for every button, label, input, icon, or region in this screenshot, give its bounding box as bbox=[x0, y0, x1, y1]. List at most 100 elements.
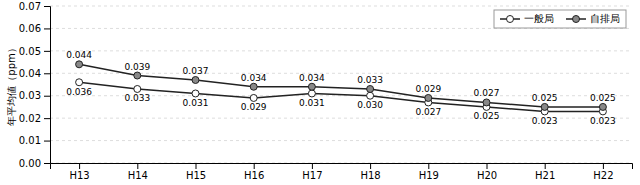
y-tick-label: 0.03 bbox=[19, 90, 41, 101]
y-axis-title: 年平均値（ppm） bbox=[6, 43, 17, 125]
x-tick-label: H15 bbox=[186, 170, 206, 181]
data-label: 0.025 bbox=[532, 93, 558, 103]
x-tick: H22 bbox=[593, 163, 613, 181]
data-label: 0.029 bbox=[241, 102, 267, 112]
y-tick-label: 0.05 bbox=[19, 46, 41, 57]
x-tick-label: H16 bbox=[244, 170, 264, 181]
legend-marker bbox=[507, 16, 514, 23]
x-tick-mark bbox=[370, 163, 371, 169]
x-tick: H17 bbox=[302, 163, 322, 181]
point bbox=[367, 85, 374, 92]
series-line bbox=[79, 64, 603, 107]
x-tick: H19 bbox=[419, 163, 439, 181]
x-tick: H13 bbox=[69, 163, 89, 181]
y-tick-label: 0.07 bbox=[19, 1, 41, 12]
x-tick-mark bbox=[196, 163, 197, 169]
x-tick: H18 bbox=[360, 163, 380, 181]
point bbox=[192, 77, 199, 84]
point bbox=[483, 99, 490, 106]
y-tick-label: 0.01 bbox=[19, 135, 41, 146]
x-tick-mark bbox=[545, 163, 546, 169]
y-tick: 0.03 bbox=[19, 90, 50, 101]
legend-box bbox=[494, 10, 626, 28]
y-tick: 0.07 bbox=[19, 1, 50, 12]
y-tick: 0.06 bbox=[19, 23, 50, 34]
y-tick-mark bbox=[44, 118, 50, 119]
data-label: 0.044 bbox=[66, 50, 92, 60]
data-label: 0.033 bbox=[124, 93, 150, 103]
y-tick-label: 0.04 bbox=[19, 68, 41, 79]
data-label: 0.034 bbox=[241, 73, 267, 83]
legend-item: 自排局 bbox=[566, 13, 620, 24]
x-tick-mark bbox=[603, 163, 604, 169]
y-tick: 0.00 bbox=[19, 158, 50, 169]
y-tick: 0.04 bbox=[19, 68, 50, 79]
point bbox=[425, 94, 432, 101]
legend-label: 自排局 bbox=[590, 13, 620, 24]
data-label: 0.039 bbox=[124, 62, 150, 72]
data-label: 0.036 bbox=[66, 87, 92, 97]
legend-item: 一般局 bbox=[500, 13, 554, 24]
point bbox=[192, 90, 199, 97]
legend-label: 一般局 bbox=[524, 13, 554, 24]
legend-marker bbox=[573, 16, 580, 23]
series-line bbox=[79, 82, 603, 111]
x-tick-mark bbox=[79, 163, 80, 169]
x-tick-mark bbox=[487, 163, 488, 169]
y-tick: 0.02 bbox=[19, 113, 50, 124]
x-tick-label: H19 bbox=[419, 170, 439, 181]
data-label: 0.023 bbox=[532, 116, 558, 126]
x-tick: H16 bbox=[244, 163, 264, 181]
x-tick-label: H21 bbox=[535, 170, 555, 181]
x-tick-label: H20 bbox=[477, 170, 497, 181]
x-tick-mark bbox=[137, 163, 138, 169]
data-label: 0.031 bbox=[183, 98, 209, 108]
x-tick: H15 bbox=[186, 163, 206, 181]
x-tick-mark bbox=[312, 163, 313, 169]
y-axis-line bbox=[44, 7, 51, 164]
grid-line bbox=[50, 140, 632, 141]
data-label: 0.025 bbox=[590, 93, 616, 103]
data-label: 0.027 bbox=[415, 107, 441, 117]
y-tick: 0.05 bbox=[19, 46, 50, 57]
point bbox=[367, 92, 374, 99]
grid bbox=[50, 6, 632, 163]
y-tick-mark bbox=[44, 141, 50, 142]
y-tick-label: 0.02 bbox=[19, 113, 41, 124]
x-tick-label: H17 bbox=[302, 170, 322, 181]
y-tick-mark bbox=[44, 73, 50, 74]
point bbox=[308, 83, 315, 90]
y-tick-mark bbox=[44, 163, 50, 164]
point bbox=[76, 79, 83, 86]
data-label: 0.034 bbox=[299, 73, 325, 83]
point bbox=[599, 103, 606, 110]
x-tick-label: H18 bbox=[360, 170, 380, 181]
point bbox=[250, 94, 257, 101]
y-tick-label: 0.06 bbox=[19, 23, 41, 34]
x-tick: H20 bbox=[477, 163, 497, 181]
y-tick-mark bbox=[44, 96, 50, 97]
x-tick-mark bbox=[254, 163, 255, 169]
point bbox=[541, 103, 548, 110]
data-label: 0.037 bbox=[183, 66, 209, 76]
x-axis: H13 H14 H15 H16 H17 H18 H19 H20 H21 H22 bbox=[51, 163, 633, 181]
x-tick: H14 bbox=[128, 163, 148, 181]
data-label: 0.030 bbox=[357, 100, 383, 110]
data-label: 0.029 bbox=[415, 84, 441, 94]
legend: 一般局 自排局 bbox=[494, 10, 626, 28]
x-axis-line bbox=[51, 164, 633, 170]
y-tick-label: 0.00 bbox=[19, 158, 41, 169]
x-tick-label: H14 bbox=[128, 170, 148, 181]
data-label: 0.031 bbox=[299, 98, 325, 108]
marks bbox=[76, 61, 607, 115]
data-label: 0.027 bbox=[474, 88, 500, 98]
y-tick-mark bbox=[44, 28, 50, 29]
y-tick-mark bbox=[44, 51, 50, 52]
x-tick-mark bbox=[428, 163, 429, 169]
y-tick: 0.01 bbox=[19, 135, 50, 146]
point bbox=[250, 83, 257, 90]
x-tick-label: H13 bbox=[69, 170, 89, 181]
point bbox=[308, 90, 315, 97]
y-axis: 0.00 0.01 0.02 0.03 0.04 0.05 0.06 0.07 bbox=[19, 1, 51, 169]
plot: 0.000.010.020.030.040.050.060.07H13H14H1… bbox=[19, 1, 633, 181]
